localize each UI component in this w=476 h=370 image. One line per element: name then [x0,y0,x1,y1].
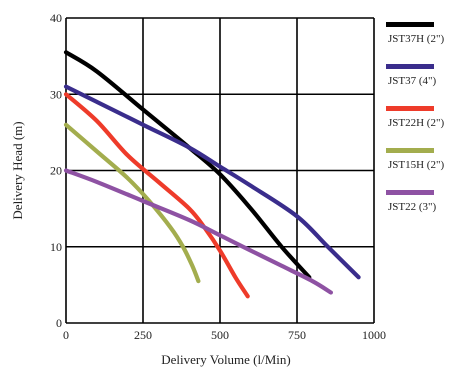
x-tick-label: 750 [288,328,306,342]
legend-label: JST22 (3") [388,201,437,213]
x-tick-label: 0 [63,328,69,342]
legend-swatch [386,148,434,153]
y-axis-title: Delivery Head (m) [10,121,25,219]
series-line [63,122,201,284]
series-line [63,168,333,295]
x-tick-label: 250 [134,328,152,342]
series-line [63,50,312,280]
y-tick-label: 0 [56,316,62,330]
tick-labels: 0 250 500 750 1000 0 10 20 30 40 [50,11,386,342]
y-tick-label: 20 [50,164,62,178]
legend-swatch [386,64,434,69]
legend-label: JST37 (4") [388,75,437,87]
legend-swatch [386,106,434,111]
y-tick-label: 10 [50,240,62,254]
legend-label: JST22H (2") [388,117,444,129]
legend-swatch [386,22,434,27]
x-tick-label: 500 [211,328,229,342]
x-tick-label: 1000 [362,328,386,342]
legend-label: JST37H (2") [388,33,444,45]
legend: JST37H (2") JST37 (4") JST22H (2") JST15H (… [386,22,444,213]
legend-swatch [386,190,434,195]
grid [65,17,375,324]
series-line [63,92,250,299]
y-tick-label: 30 [50,87,62,101]
legend-label: JST15H (2") [388,159,444,171]
series-line [63,84,361,280]
x-axis-title: Delivery Volume (l/Min) [161,352,291,367]
y-tick-label: 40 [50,11,62,25]
series-layer [63,50,361,299]
